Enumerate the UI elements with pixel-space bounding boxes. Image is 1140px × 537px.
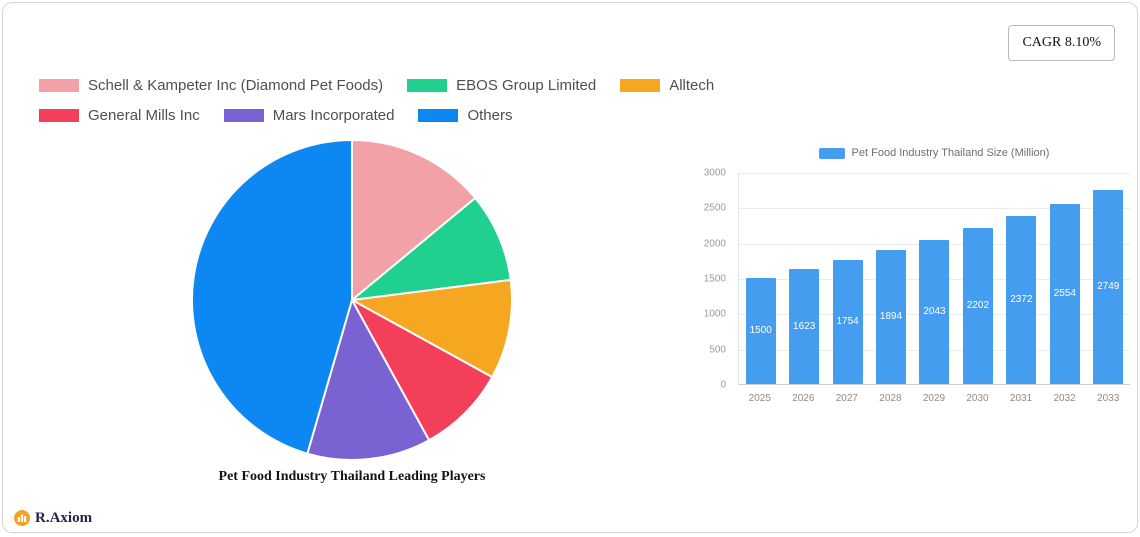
pie-slice[interactable] <box>351 299 494 442</box>
y-axis-tick-label: 2000 <box>703 238 726 250</box>
y-axis-tick-label: 500 <box>709 344 726 356</box>
cagr-badge: CAGR 8.10% <box>1008 25 1115 61</box>
legend-swatch <box>407 79 448 92</box>
x-axis-tick-label: 2029 <box>922 393 946 404</box>
pie-slice[interactable] <box>351 139 477 301</box>
x-axis-tick-label: 2026 <box>792 393 815 404</box>
legend-swatch <box>418 109 459 122</box>
legend-label: EBOS Group Limited <box>456 77 597 94</box>
x-axis-tick-label: 2032 <box>1053 393 1076 404</box>
bar-legend-label: Pet Food Industry Thailand Size (Million… <box>851 147 1050 159</box>
bar-value-label: 2749 <box>1097 280 1120 292</box>
pie-chart <box>190 139 514 461</box>
bar-chart: Pet Food Industry Thailand Size (Million… <box>698 145 1136 417</box>
y-axis-tick-label: 1000 <box>703 308 726 320</box>
logo[interactable]: R.Axiom <box>13 509 92 527</box>
bar-plot: 1500 1623 1754 1894 2043 2202 2372 2554 2749 <box>738 173 1130 385</box>
bar-chart-body: 0 500 1000 1500 2000 2500 3000 1500 1623 1754 189… <box>698 168 1136 417</box>
legend-swatch <box>620 79 661 92</box>
legend-swatch <box>223 109 264 122</box>
bar-value-label: 2372 <box>1010 294 1033 306</box>
y-axis-tick-label: 1500 <box>703 273 726 285</box>
bar[interactable]: 1500 <box>745 278 776 384</box>
legend-label: Others <box>467 107 513 124</box>
y-axis-tick-label: 2500 <box>703 202 726 214</box>
bar-value-label: 2043 <box>923 305 946 317</box>
legend-item[interactable]: EBOS Group Limited <box>407 77 596 94</box>
bar-chart-legend[interactable]: Pet Food Industry Thailand Size (Million… <box>738 145 1130 161</box>
x-axis-tick-label: 2025 <box>748 393 771 404</box>
bar-value-label: 2202 <box>966 300 990 312</box>
gridline <box>739 173 1130 174</box>
x-axis: 2025 2026 2027 2028 2029 2030 2031 2032 2033 <box>738 393 1130 404</box>
bar[interactable]: 2749 <box>1093 189 1124 384</box>
legend-item[interactable]: General Mills Inc <box>39 107 200 124</box>
logo-text: R.Axiom <box>35 509 93 526</box>
legend-item[interactable]: Schell & Kampeter Inc (Diamond Pet Foods… <box>39 77 383 94</box>
x-axis-tick-label: 2027 <box>835 393 858 404</box>
bar[interactable]: 2372 <box>1006 216 1037 384</box>
bar[interactable]: 1623 <box>789 269 820 384</box>
pie-slice[interactable] <box>190 139 353 455</box>
bar[interactable]: 1894 <box>876 250 907 384</box>
x-axis-tick-label: 2033 <box>1097 393 1120 404</box>
bar-legend-swatch <box>818 147 845 159</box>
y-axis: 0 500 1000 1500 2000 2500 3000 <box>698 168 732 391</box>
bar-value-label: 1894 <box>879 311 903 323</box>
pie-slice[interactable] <box>351 278 514 379</box>
legend-item[interactable]: Mars Incorporated <box>223 107 395 124</box>
bar-value-label: 1754 <box>836 316 859 328</box>
legend-swatch <box>39 109 79 122</box>
legend-label: Schell & Kampeter Inc (Diamond Pet Foods… <box>88 77 384 94</box>
bar[interactable]: 2043 <box>919 239 950 384</box>
bar[interactable]: 2554 <box>1049 203 1080 384</box>
bar-value-label: 2554 <box>1053 287 1076 299</box>
x-axis-tick-label: 2028 <box>879 393 902 404</box>
bar[interactable]: 2202 <box>962 228 993 384</box>
pie-slice[interactable] <box>351 197 512 301</box>
y-axis-tick-label: 0 <box>720 379 726 391</box>
pie-legend: Schell & Kampeter Inc (Diamond Pet Foods… <box>39 77 729 124</box>
y-axis-tick-label: 3000 <box>703 167 726 179</box>
legend-label: General Mills Inc <box>88 107 200 124</box>
x-axis-tick-label: 2030 <box>966 393 989 404</box>
legend-item[interactable]: Alltech <box>620 77 714 94</box>
bar-value-label: 1623 <box>793 320 816 332</box>
pie-title: Pet Food Industry Thailand Leading Playe… <box>218 469 486 484</box>
bar[interactable]: 1754 <box>832 260 863 384</box>
x-axis-tick-label: 2031 <box>1009 393 1033 404</box>
logo-icon <box>14 510 30 526</box>
gridline <box>739 208 1130 210</box>
bar-value-label: 1500 <box>749 325 772 336</box>
legend-item[interactable]: Others <box>418 107 512 124</box>
legend-label: Alltech <box>669 77 715 94</box>
legend-label: Mars Incorporated <box>272 107 395 124</box>
pie-slice[interactable] <box>306 299 431 461</box>
legend-swatch <box>39 79 79 92</box>
